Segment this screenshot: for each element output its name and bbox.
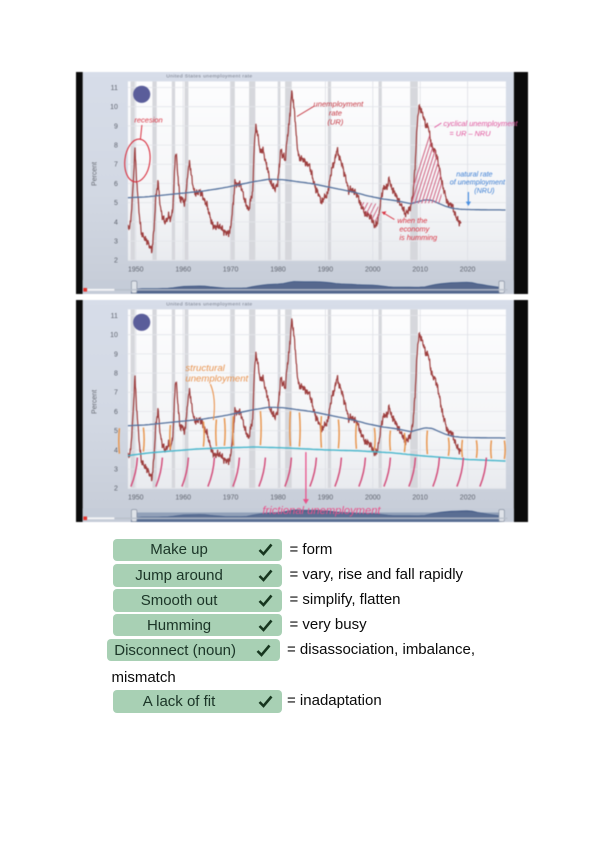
svg-text:1990: 1990 <box>317 267 333 274</box>
svg-text:2010: 2010 <box>412 495 428 502</box>
svg-text:1970: 1970 <box>222 267 238 274</box>
svg-text:1990: 1990 <box>317 495 333 502</box>
svg-text:10: 10 <box>110 332 118 339</box>
svg-text:rate: rate <box>328 108 341 117</box>
svg-text:1960: 1960 <box>175 267 191 274</box>
svg-text:when the: when the <box>397 216 427 225</box>
svg-text:10: 10 <box>110 104 118 111</box>
svg-text:6: 6 <box>114 181 118 188</box>
svg-text:economy: economy <box>399 224 430 233</box>
svg-text:natural rate: natural rate <box>456 169 492 178</box>
svg-text:3: 3 <box>114 238 118 245</box>
svg-text:4: 4 <box>114 447 118 454</box>
svg-text:11: 11 <box>110 313 117 320</box>
svg-text:6: 6 <box>114 409 118 416</box>
svg-text:unemployment: unemployment <box>185 373 248 384</box>
svg-text:4: 4 <box>114 219 118 226</box>
svg-text:frictional unemployment: frictional unemployment <box>262 505 381 517</box>
svg-text:2: 2 <box>114 486 118 493</box>
svg-text:1980: 1980 <box>270 267 286 274</box>
svg-text:8: 8 <box>114 142 118 149</box>
svg-text:7: 7 <box>114 162 118 169</box>
svg-text:2020: 2020 <box>459 495 475 502</box>
svg-text:1970: 1970 <box>222 495 238 502</box>
svg-text:(NRU): (NRU) <box>474 186 494 195</box>
svg-text:3: 3 <box>114 466 118 473</box>
svg-text:5: 5 <box>114 428 118 435</box>
svg-text:recesion: recesion <box>134 115 162 124</box>
svg-text:9: 9 <box>114 123 118 130</box>
svg-text:1960: 1960 <box>175 495 191 502</box>
svg-text:United States unemployment rat: United States unemployment rate <box>166 74 252 80</box>
svg-text:2010: 2010 <box>412 267 428 274</box>
svg-text:2020: 2020 <box>459 267 475 274</box>
svg-text:of unemployment: of unemployment <box>449 177 505 186</box>
svg-text:1950: 1950 <box>128 495 144 502</box>
svg-text:is humming: is humming <box>399 233 438 242</box>
svg-text:2000: 2000 <box>365 495 381 502</box>
svg-text:(UR): (UR) <box>327 117 343 126</box>
svg-text:11: 11 <box>110 85 117 92</box>
svg-text:8: 8 <box>114 370 118 377</box>
svg-text:2000: 2000 <box>365 267 381 274</box>
svg-text:unemployment: unemployment <box>313 100 364 109</box>
svg-text:structural: structural <box>185 363 225 374</box>
svg-text:cyclical unemployment: cyclical unemployment <box>443 119 518 128</box>
svg-text:5: 5 <box>114 200 118 207</box>
svg-text:1980: 1980 <box>270 495 286 502</box>
svg-text:Percent: Percent <box>91 390 98 414</box>
svg-text:= UR – NRU: = UR – NRU <box>449 129 491 138</box>
svg-text:1950: 1950 <box>128 267 144 274</box>
svg-text:United States unemployment rat: United States unemployment rate <box>166 301 252 307</box>
svg-text:7: 7 <box>114 390 118 397</box>
svg-text:9: 9 <box>114 351 118 358</box>
svg-text:Percent: Percent <box>91 162 98 186</box>
svg-text:2: 2 <box>114 258 118 265</box>
